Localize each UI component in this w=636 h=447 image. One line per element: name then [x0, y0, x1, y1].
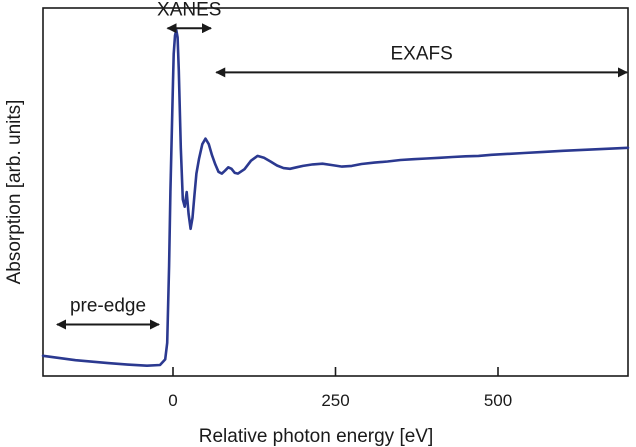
exafs-label: EXAFS — [390, 43, 452, 64]
plot-frame — [42, 7, 629, 377]
x-axis-tick-labels: 0 250 500 — [168, 391, 512, 410]
x-axis-ticks — [172, 367, 499, 376]
x-tick-label-500: 500 — [484, 391, 512, 410]
pre-edge-label: pre-edge — [70, 295, 146, 316]
region-annotations: XANES EXAFS pre-edge — [56, 0, 628, 330]
absorption-series-line — [41, 28, 630, 367]
x-axis-label: Relative photon energy [eV] — [199, 426, 434, 447]
y-axis-label: Absorption [arb. units] — [4, 100, 25, 285]
x-tick-label-250: 250 — [321, 391, 349, 410]
x-tick-label-0: 0 — [168, 391, 177, 410]
xanes-label: XANES — [157, 0, 221, 20]
